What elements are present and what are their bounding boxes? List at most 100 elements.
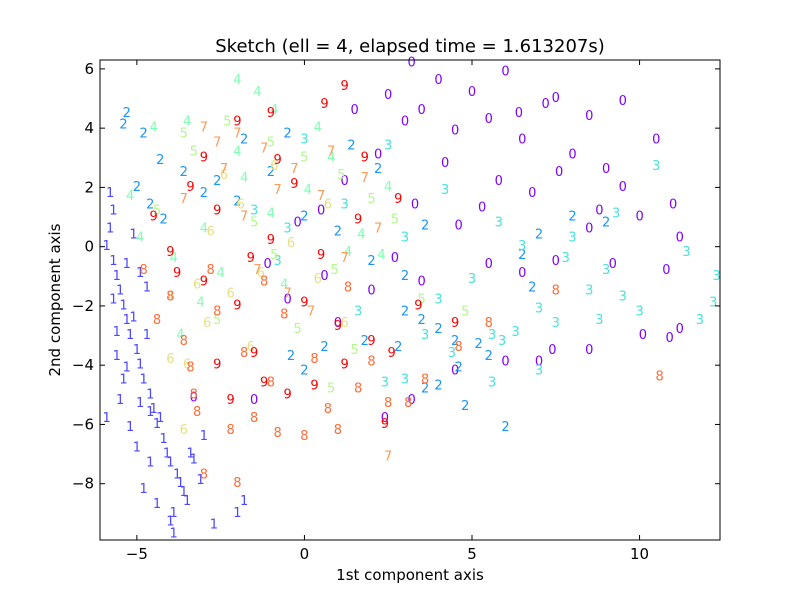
point-digit-3: 3 <box>401 373 409 388</box>
point-digit-3: 3 <box>709 296 717 311</box>
point-digit-9: 9 <box>149 210 157 225</box>
point-digit-8: 8 <box>324 402 332 417</box>
point-digit-7: 7 <box>340 251 348 266</box>
point-digit-9: 9 <box>334 319 342 334</box>
point-digit-7: 7 <box>290 162 298 177</box>
point-digit-6: 6 <box>247 340 255 355</box>
point-digit-3: 3 <box>562 251 570 266</box>
point-digit-1: 1 <box>126 328 134 343</box>
y-tick-label: −2 <box>72 297 94 315</box>
point-digit-4: 4 <box>280 278 288 293</box>
point-digit-9: 9 <box>451 316 459 331</box>
point-digit-8: 8 <box>454 340 462 355</box>
point-digit-7: 7 <box>260 141 268 156</box>
point-digit-5: 5 <box>300 150 308 165</box>
point-digit-3: 3 <box>568 230 576 245</box>
point-digit-9: 9 <box>200 275 208 290</box>
point-digit-0: 0 <box>669 198 677 213</box>
point-digit-5: 5 <box>461 304 469 319</box>
point-digit-5: 5 <box>337 168 345 183</box>
point-digit-2: 2 <box>501 420 509 435</box>
point-digit-0: 0 <box>454 218 462 233</box>
point-digit-9: 9 <box>186 180 194 195</box>
point-digit-6: 6 <box>206 224 214 239</box>
point-digit-2: 2 <box>602 216 610 231</box>
y-tick-label: 6 <box>84 60 94 78</box>
point-digit-0: 0 <box>468 85 476 100</box>
point-digit-2: 2 <box>139 127 147 142</box>
point-digit-3: 3 <box>585 284 593 299</box>
point-digit-0: 0 <box>485 112 493 127</box>
point-digit-5: 5 <box>367 192 375 207</box>
point-digit-1: 1 <box>166 456 174 471</box>
point-digit-0: 0 <box>501 64 509 79</box>
point-digit-0: 0 <box>441 156 449 171</box>
point-digit-6: 6 <box>227 287 235 302</box>
point-digit-0: 0 <box>602 162 610 177</box>
point-digit-0: 0 <box>334 316 342 331</box>
point-digit-7: 7 <box>327 144 335 159</box>
point-digit-0: 0 <box>384 88 392 103</box>
point-digit-7: 7 <box>233 127 241 142</box>
point-digit-9: 9 <box>267 233 275 248</box>
point-digit-0: 0 <box>418 103 426 118</box>
point-digit-5: 5 <box>294 322 302 337</box>
point-digit-8: 8 <box>227 423 235 438</box>
point-digit-8: 8 <box>200 467 208 482</box>
point-digit-7: 7 <box>384 450 392 465</box>
point-digit-3: 3 <box>495 216 503 231</box>
point-digit-9: 9 <box>300 296 308 311</box>
point-digit-7: 7 <box>317 189 325 204</box>
point-digit-8: 8 <box>193 405 201 420</box>
point-digit-0: 0 <box>434 73 442 88</box>
point-digit-0: 0 <box>548 343 556 358</box>
point-digit-0: 0 <box>676 230 684 245</box>
point-digit-2: 2 <box>401 304 409 319</box>
point-digit-0: 0 <box>518 133 526 148</box>
point-digit-8: 8 <box>240 346 248 361</box>
point-digit-3: 3 <box>448 346 456 361</box>
point-digit-8: 8 <box>233 476 241 491</box>
point-digit-3: 3 <box>381 376 389 391</box>
point-digit-0: 0 <box>639 328 647 343</box>
point-digit-1: 1 <box>123 361 131 376</box>
point-digit-9: 9 <box>394 192 402 207</box>
point-digit-2: 2 <box>156 153 164 168</box>
point-digit-0: 0 <box>666 331 674 346</box>
point-digit-0: 0 <box>451 124 459 139</box>
point-digit-2: 2 <box>180 165 188 180</box>
point-digit-2: 2 <box>160 213 168 228</box>
point-digit-1: 1 <box>136 396 144 411</box>
point-digit-4: 4 <box>327 150 335 165</box>
point-digit-4: 4 <box>136 230 144 245</box>
point-digit-8: 8 <box>213 304 221 319</box>
point-digit-0: 0 <box>485 257 493 272</box>
chart-title: Sketch (ell = 4, elapsed time = 1.613207… <box>215 36 605 57</box>
point-digit-3: 3 <box>284 221 292 236</box>
point-digit-5: 5 <box>267 136 275 151</box>
point-digit-1: 1 <box>126 420 134 435</box>
point-digit-3: 3 <box>384 138 392 153</box>
point-digit-2: 2 <box>434 322 442 337</box>
point-digit-3: 3 <box>498 334 506 349</box>
point-digit-3: 3 <box>535 364 543 379</box>
point-digit-3: 3 <box>421 328 429 343</box>
point-digit-0: 0 <box>662 263 670 278</box>
point-digit-0: 0 <box>609 257 617 272</box>
point-digit-1: 1 <box>109 254 117 269</box>
point-digit-0: 0 <box>652 133 660 148</box>
point-digit-4: 4 <box>267 207 275 222</box>
point-digit-3: 3 <box>635 304 643 319</box>
point-digit-5: 5 <box>190 144 198 159</box>
point-digit-1: 1 <box>103 411 111 426</box>
point-digit-2: 2 <box>233 195 241 210</box>
point-digit-1: 1 <box>123 313 131 328</box>
point-digit-1: 1 <box>129 310 137 325</box>
point-digit-0: 0 <box>284 293 292 308</box>
point-digit-0: 0 <box>585 109 593 124</box>
point-digit-2: 2 <box>568 210 576 225</box>
x-tick-label: 5 <box>467 545 477 563</box>
point-digit-4: 4 <box>170 251 178 266</box>
point-digit-2: 2 <box>454 361 462 376</box>
point-digit-2: 2 <box>485 349 493 364</box>
